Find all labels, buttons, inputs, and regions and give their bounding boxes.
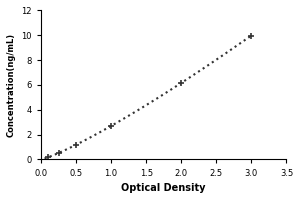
X-axis label: Optical Density: Optical Density	[122, 183, 206, 193]
Y-axis label: Concentration(ng/mL): Concentration(ng/mL)	[7, 33, 16, 137]
